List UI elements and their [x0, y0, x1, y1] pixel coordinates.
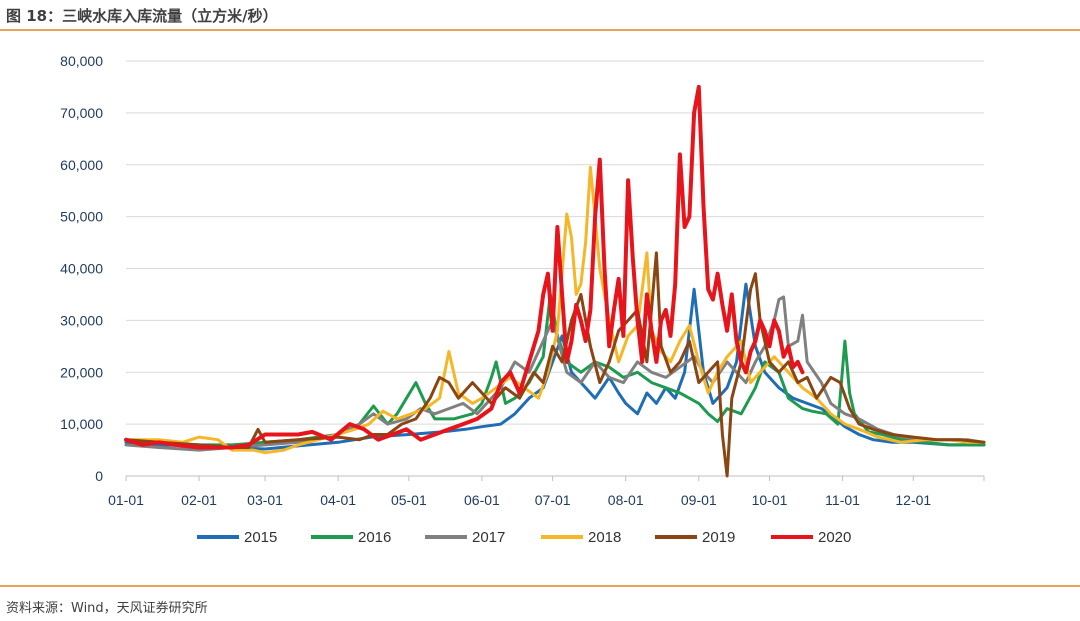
legend: 2015 2016 2017 2018 2019 2020 [197, 529, 851, 546]
y-tick-label: 50,000 [60, 209, 103, 225]
legend-label-2020: 2020 [818, 529, 851, 546]
y-axis-ticks: 0 10,000 20,000 30,000 40,000 50,000 60,000 70,… [60, 53, 103, 484]
x-tick-label: 12-01 [895, 492, 931, 508]
y-tick-label: 20,000 [60, 364, 103, 380]
y-tick-label: 70,000 [60, 105, 103, 121]
x-tick-label: 10-01 [752, 492, 788, 508]
bottom-divider [0, 585, 1080, 587]
series-line-2019 [124, 251, 986, 478]
x-tick-label: 02-01 [181, 492, 217, 508]
series-line-2020 [124, 84, 805, 450]
series-lines [124, 84, 986, 478]
figure-title: 图 18：三峡水库入库流量（立方米/秒） [6, 7, 278, 25]
x-tick-label: 07-01 [535, 492, 571, 508]
legend-label-2015: 2015 [244, 529, 277, 546]
y-tick-label: 30,000 [60, 312, 103, 328]
series-line-2017 [124, 295, 986, 452]
series-line-2016 [124, 292, 986, 447]
x-tick-label: 03-01 [247, 492, 283, 508]
x-tick-label: 09-01 [681, 492, 717, 508]
y-tick-label: 80,000 [60, 53, 103, 69]
legend-label-2018: 2018 [588, 529, 621, 546]
y-tick-label: 10,000 [60, 416, 103, 432]
y-tick-label: 40,000 [60, 261, 103, 277]
x-tick-label: 01-01 [108, 492, 144, 508]
x-axis: 01-01 02-01 03-01 04-01 05-01 06-01 07-01 08-01… [108, 475, 985, 508]
x-tick-label: 04-01 [320, 492, 356, 508]
y-tick-label: 60,000 [60, 157, 103, 173]
x-tick-label: 06-01 [464, 492, 500, 508]
legend-label-2017: 2017 [472, 529, 505, 546]
y-tick-label: 0 [95, 468, 103, 484]
x-tick-label: 08-01 [608, 492, 644, 508]
legend-label-2016: 2016 [358, 529, 391, 546]
x-tick-label: 11-01 [825, 492, 860, 508]
line-chart: 0 10,000 20,000 30,000 40,000 50,000 60,000 70,… [60, 53, 986, 546]
legend-label-2019: 2019 [702, 529, 735, 546]
series-line-2018 [124, 165, 986, 455]
source-note: 资料来源：Wind，天风证券研究所 [6, 601, 208, 616]
x-tick-label: 05-01 [391, 492, 427, 508]
top-divider [0, 29, 1080, 31]
